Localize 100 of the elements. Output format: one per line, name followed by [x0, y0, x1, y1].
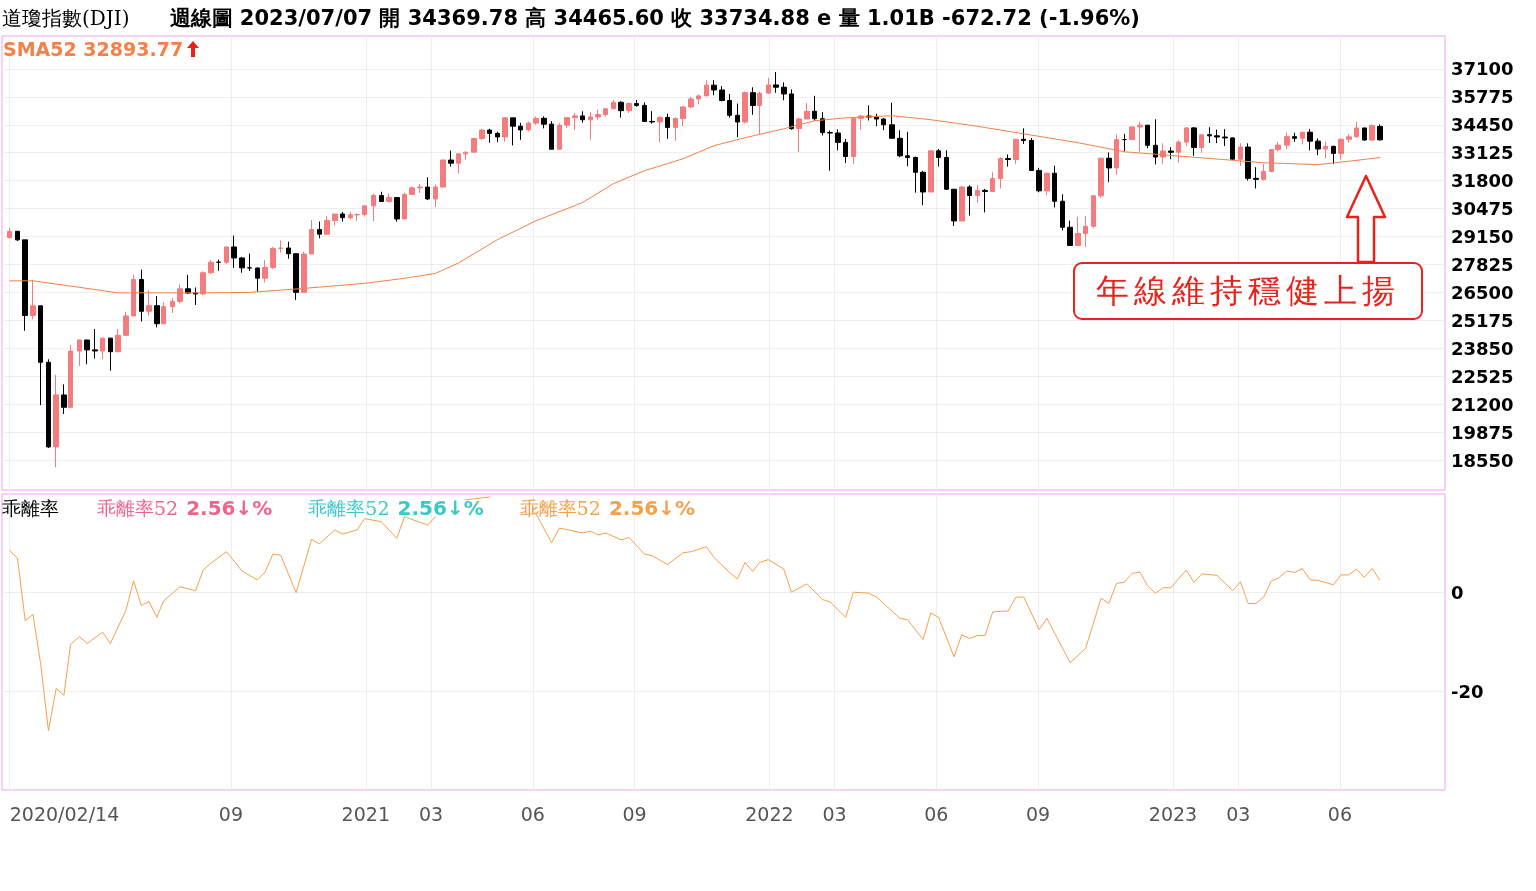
candlestick — [1199, 133, 1204, 154]
candlestick — [1261, 163, 1266, 182]
y-tick-label: 31800 — [1451, 170, 1514, 192]
candlestick — [487, 128, 492, 144]
candlestick — [719, 85, 725, 102]
candlestick — [742, 91, 748, 125]
candlestick — [22, 239, 28, 332]
candlestick — [967, 184, 972, 217]
y-tick-label: 23850 — [1451, 337, 1514, 359]
candlestick — [533, 115, 539, 126]
candlestick — [549, 120, 554, 151]
y-tick-label: 37100 — [1451, 58, 1514, 80]
candlestick — [944, 149, 949, 191]
candlestick — [402, 192, 407, 220]
candlestick — [417, 183, 423, 194]
candlestick — [1153, 118, 1158, 165]
y-tick-label: 18550 — [1451, 449, 1514, 471]
candlestick — [1253, 166, 1259, 189]
y-tick-label: 29150 — [1451, 226, 1514, 248]
candlestick — [231, 235, 237, 269]
candlestick — [216, 259, 221, 272]
candlestick — [843, 138, 848, 164]
candlestick — [990, 171, 995, 192]
candlestick — [262, 259, 268, 283]
y-tick-label: 35775 — [1451, 86, 1514, 108]
candlestick — [1013, 138, 1019, 165]
candlestick — [386, 193, 392, 203]
candlestick — [1036, 167, 1042, 193]
candlestick — [959, 185, 965, 222]
candlestick — [1114, 134, 1119, 176]
chart-title: 乖離率 — [2, 496, 59, 521]
candlestick — [100, 336, 105, 360]
candlestick — [1052, 165, 1057, 208]
candlestick — [177, 283, 183, 304]
candlestick — [998, 156, 1003, 190]
candlestick — [1005, 153, 1011, 168]
candlestick — [975, 184, 980, 204]
candlestick — [1331, 145, 1336, 165]
candlestick — [649, 110, 655, 125]
candlestick — [827, 130, 833, 172]
candlestick — [139, 269, 144, 322]
candlestick — [874, 113, 879, 127]
candlestick — [680, 105, 686, 127]
candlestick — [1191, 126, 1197, 157]
candlestick — [881, 117, 886, 131]
candlestick — [84, 339, 90, 365]
x-tick-label: 03 — [418, 802, 444, 825]
candlestick — [448, 150, 454, 168]
candlestick — [541, 115, 547, 129]
candlestick — [835, 128, 841, 151]
candlestick — [1214, 129, 1220, 144]
candlestick — [688, 96, 694, 109]
candlestick — [796, 116, 802, 153]
candlestick — [479, 128, 485, 141]
candlestick — [1184, 126, 1189, 147]
series-label: 乖離率52 — [519, 497, 601, 519]
candlestick — [7, 227, 12, 240]
candlestick — [301, 251, 307, 293]
candlestick — [324, 215, 330, 235]
candlestick — [936, 148, 941, 168]
candlestick — [711, 79, 717, 96]
candlestick — [1129, 126, 1135, 141]
candlestick — [1338, 137, 1344, 161]
candlestick — [317, 221, 322, 239]
candlestick — [580, 110, 585, 124]
candlestick — [309, 219, 314, 255]
annotation: 年線維持穩健上揚 — [1073, 262, 1423, 320]
candlestick — [1137, 121, 1143, 153]
candlestick — [696, 93, 701, 105]
text: SMA52 32893.77 — [3, 38, 184, 60]
candlestick — [193, 286, 198, 306]
candlestick — [1044, 171, 1050, 196]
candlestick — [1122, 133, 1127, 152]
x-tick-label: 2023 — [1148, 802, 1198, 825]
candlestick — [595, 109, 601, 121]
chart-subtitle: 週線圖 2023/07/07 開 34369.78 高 34465.60 收 33734.88 e 量 1.01B -672.72 (-1.96%) — [169, 5, 1140, 32]
candlestick — [1292, 132, 1297, 143]
x-tick-label: 2021 — [341, 802, 390, 825]
candlestick — [247, 253, 252, 272]
candlestick — [913, 156, 918, 194]
x-tick-label: 09 — [1025, 802, 1051, 825]
chart-title: 道瓊指數(DJI) — [2, 5, 130, 32]
candlestick — [108, 337, 113, 372]
candlestick — [951, 188, 957, 227]
candlestick — [38, 305, 43, 406]
candlestick — [766, 77, 771, 95]
candlestick — [1230, 136, 1235, 161]
candlestick — [394, 196, 400, 223]
candlestick — [642, 101, 647, 122]
candlestick — [557, 122, 562, 150]
candlestick — [362, 204, 367, 218]
candlestick — [123, 311, 129, 337]
candlestick — [905, 131, 910, 167]
candlestick — [773, 71, 779, 94]
candlestick — [115, 328, 121, 353]
candlestick — [1106, 151, 1112, 183]
candlestick — [200, 270, 206, 296]
candlestick — [982, 188, 988, 213]
candlestick — [657, 115, 663, 143]
candlestick — [634, 99, 639, 108]
